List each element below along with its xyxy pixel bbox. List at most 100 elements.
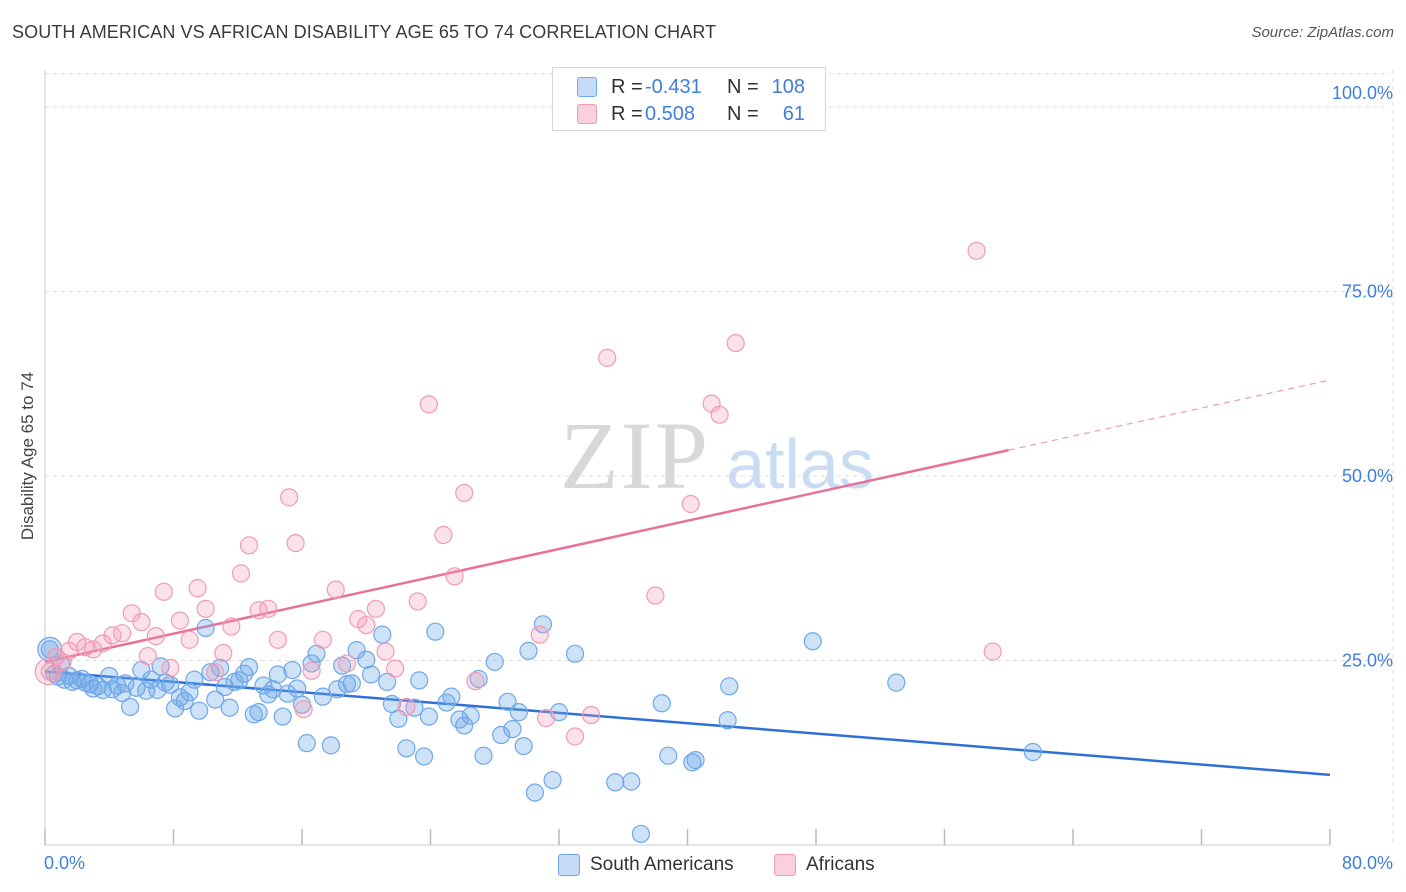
data-point-africans [967, 241, 986, 260]
data-point-south-americans [273, 707, 292, 726]
data-point-south-americans [720, 677, 739, 696]
data-point-south-americans [254, 676, 273, 695]
data-point-south-americans [249, 703, 268, 722]
data-point-africans [445, 567, 464, 586]
axes [44, 70, 1331, 846]
data-point-south-americans [313, 687, 332, 706]
data-point-africans [598, 348, 617, 367]
data-point-south-americans [533, 615, 553, 634]
watermark: ZIP atlas [560, 402, 874, 509]
data-point-south-americans [652, 694, 671, 713]
data-point-africans [530, 625, 549, 644]
data-point-africans [239, 536, 259, 555]
data-point-africans [161, 658, 180, 677]
data-point-south-americans [373, 625, 392, 644]
trend-lines [44, 379, 1331, 777]
data-point-south-americans [347, 641, 366, 660]
data-point-south-americans [357, 650, 376, 669]
data-point-africans [582, 705, 601, 725]
legend-n-value: 61 [782, 102, 805, 125]
legend-label: Africans [806, 854, 875, 875]
x-tick-label: 0.0% [44, 853, 85, 873]
data-point-africans [249, 601, 268, 620]
watermark-zip: ZIP [560, 402, 710, 509]
data-point-south-americans [175, 691, 194, 711]
data-point-south-americans [263, 680, 283, 699]
data-point-south-americans [185, 670, 204, 689]
data-point-south-americans [141, 670, 161, 689]
data-point-africans [146, 627, 165, 646]
data-point-africans [357, 615, 376, 635]
stats-legend: R = -0.431 N = 108 R = 0.508 N = 61 [552, 67, 826, 131]
legend-item-africans[interactable]: Africans [774, 852, 875, 878]
series-africans [34, 241, 1002, 746]
y-tick-label: 50.0% [1342, 466, 1393, 486]
data-point-south-americans [631, 824, 651, 844]
data-point-south-americans [239, 658, 259, 677]
data-point-south-americans [220, 698, 239, 717]
data-point-africans [419, 395, 438, 414]
legend-label: South Americans [590, 854, 734, 875]
legend-n-value: 108 [771, 75, 805, 98]
data-point-africans [132, 612, 151, 632]
data-point-south-americans [1023, 742, 1042, 762]
data-point-south-americans [259, 685, 278, 704]
y-tick-label: 25.0% [1342, 650, 1393, 670]
data-point-south-americans [474, 746, 493, 765]
data-point-south-americans [455, 716, 474, 735]
data-point-south-americans [503, 720, 522, 739]
data-point-south-americans [565, 644, 585, 663]
y-tick-labels: 25.0% 50.0% 75.0% 100.0% [1332, 83, 1393, 671]
data-point-south-americans [659, 746, 678, 765]
data-point-south-americans [492, 725, 511, 745]
legend-swatch-blue [558, 854, 580, 876]
data-point-africans [206, 663, 225, 682]
data-point-south-americans [442, 687, 461, 706]
data-point-south-americans [302, 654, 321, 673]
data-point-south-americans [121, 697, 140, 717]
data-point-south-americans [206, 690, 225, 709]
legend-r-value: 0.508 [645, 102, 696, 125]
data-point-south-americans [190, 701, 209, 720]
data-point-south-americans [437, 693, 456, 712]
legend-n-label: N = [727, 102, 759, 125]
data-point-south-americans [283, 660, 302, 680]
data-point-south-americans [622, 772, 641, 791]
y-tick-label: 100.0% [1332, 83, 1393, 103]
data-point-africans [537, 708, 556, 728]
data-point-africans [302, 661, 321, 680]
data-point-south-americans [543, 770, 562, 790]
gridlines [45, 70, 1394, 845]
data-point-africans [196, 599, 215, 618]
watermark-atlas: atlas [726, 425, 874, 503]
legend-swatch-blue [577, 77, 597, 97]
data-point-south-americans [525, 783, 545, 802]
data-point-south-americans [887, 673, 906, 692]
data-point-south-americans [201, 663, 220, 682]
data-point-africans [983, 642, 1002, 661]
legend-item-south-americans[interactable]: South Americans [558, 852, 734, 878]
data-point-south-americans [606, 773, 625, 792]
series-south-americans [37, 615, 1042, 844]
data-point-south-americans [414, 747, 434, 766]
trend-line-africans [44, 448, 1010, 664]
legend-r-label: R = [611, 102, 643, 125]
data-point-africans [710, 405, 729, 424]
data-point-south-americans [519, 641, 538, 660]
data-point-south-americans [686, 751, 705, 770]
trend-line-africans-extension [1008, 379, 1331, 451]
data-point-south-americans [461, 706, 480, 725]
data-point-africans [286, 534, 305, 553]
data-point-africans [34, 657, 62, 686]
y-tick-label: 75.0% [1342, 281, 1393, 301]
data-point-africans [268, 630, 288, 649]
data-point-africans [455, 483, 474, 503]
data-point-africans [214, 643, 233, 663]
data-point-south-americans [268, 665, 288, 684]
data-point-africans [188, 579, 207, 598]
legend-n-label: N = [727, 75, 759, 98]
x-tick-label: 80.0% [1342, 853, 1393, 873]
data-point-south-americans [419, 707, 438, 726]
data-point-south-americans [361, 665, 381, 684]
